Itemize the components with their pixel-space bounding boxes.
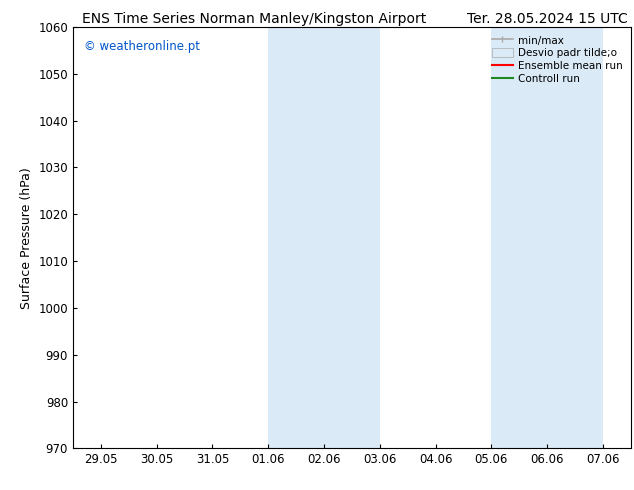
Text: Ter. 28.05.2024 15 UTC: Ter. 28.05.2024 15 UTC [467,12,628,26]
Legend: min/max, Desvio padr tilde;o, Ensemble mean run, Controll run: min/max, Desvio padr tilde;o, Ensemble m… [489,32,626,87]
Y-axis label: Surface Pressure (hPa): Surface Pressure (hPa) [20,167,33,309]
Text: © weatheronline.pt: © weatheronline.pt [84,40,200,52]
Text: ENS Time Series Norman Manley/Kingston Airport: ENS Time Series Norman Manley/Kingston A… [82,12,427,26]
Bar [491,27,547,448]
Bar [547,27,603,448]
Bar [268,27,324,448]
Bar [324,27,380,448]
